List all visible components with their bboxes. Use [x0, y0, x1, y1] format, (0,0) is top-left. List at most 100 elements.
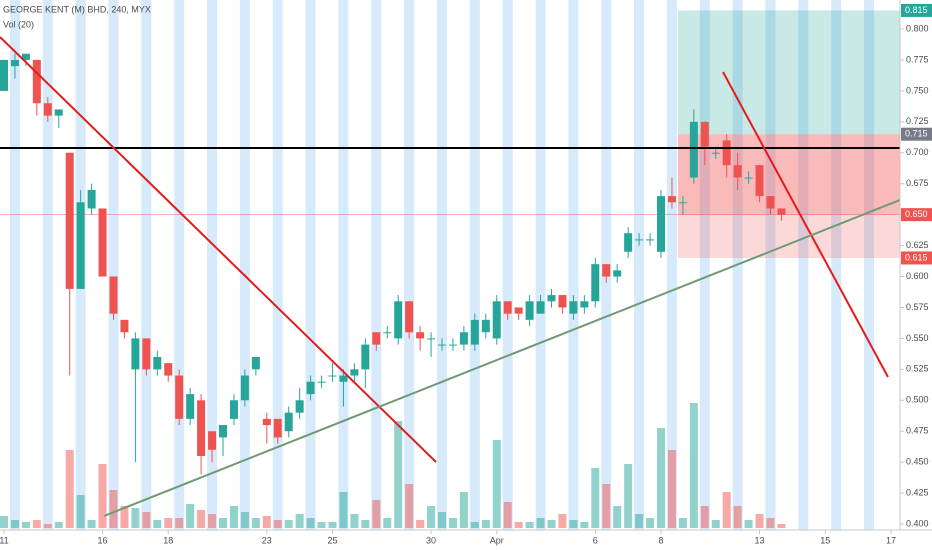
y-tick-label: 0.675	[906, 178, 929, 188]
candle-body	[219, 425, 227, 438]
y-tick-label: 0.500	[906, 395, 929, 405]
y-tick-label: 0.800	[906, 23, 929, 33]
candle-body	[295, 400, 304, 413]
x-tick-label: 18	[163, 535, 173, 545]
y-tick-label: 0.450	[906, 457, 929, 467]
candle-body	[514, 307, 523, 314]
trend-line	[0, 36, 437, 463]
session-band	[634, 0, 645, 530]
y-tick-label: 0.625	[906, 240, 929, 250]
candle-body	[65, 152, 74, 289]
x-tick-label: Apr	[490, 535, 504, 545]
volume-layer	[0, 403, 786, 528]
y-tick-label: 0.425	[906, 487, 929, 497]
volume-bar	[536, 518, 545, 528]
candle-body	[448, 344, 457, 346]
candle-body	[32, 59, 41, 104]
chart-title: GEORGE KENT (M) BHD, 240, MYX	[3, 4, 151, 14]
candle-body	[525, 301, 534, 320]
candle-body	[328, 375, 337, 377]
volume-bar	[350, 514, 359, 528]
candle-body	[580, 301, 589, 308]
candle-body	[186, 394, 195, 419]
session-band	[535, 0, 546, 530]
session-band	[831, 0, 842, 530]
volume-bar	[54, 522, 63, 528]
candle-body	[131, 338, 140, 370]
x-tick-label: 15	[820, 535, 830, 545]
volume-bar	[657, 428, 665, 528]
candle-body	[438, 344, 446, 346]
candle-body	[306, 381, 315, 395]
volume-bar	[558, 514, 567, 528]
candle-body	[109, 276, 118, 314]
price-label-box	[901, 3, 932, 17]
candle-body	[405, 301, 414, 333]
candle-body	[646, 239, 655, 241]
volume-bar	[120, 506, 129, 528]
volume-bar	[427, 506, 436, 528]
volume-bar	[678, 518, 687, 528]
indicator-label: Vol (20)	[3, 19, 34, 29]
session-band	[141, 0, 152, 530]
volume-bar	[372, 500, 381, 528]
session-band	[108, 0, 119, 530]
volume-bar	[142, 512, 151, 528]
volume-bar	[43, 524, 52, 528]
volume-bar	[339, 492, 348, 528]
candle-body	[602, 264, 611, 277]
candle-body	[624, 233, 633, 252]
y-tick-label: 0.750	[906, 85, 929, 95]
candle-body	[635, 239, 644, 241]
candle-body	[678, 202, 687, 204]
trend-line	[722, 71, 889, 378]
volume-bar	[755, 514, 764, 528]
candle-body	[0, 59, 8, 91]
candle-body	[459, 332, 468, 345]
candle-body	[262, 418, 271, 426]
price-label-box	[901, 127, 932, 141]
volume-bar	[273, 520, 282, 528]
x-tick-label: 17	[886, 535, 896, 545]
candle-body	[744, 177, 753, 179]
candle-body	[240, 375, 249, 401]
candle-body	[503, 301, 512, 314]
candle-body	[120, 319, 129, 333]
candle-body	[339, 375, 348, 382]
session-band	[371, 0, 382, 530]
session-band	[437, 0, 447, 530]
volume-bar	[438, 512, 446, 528]
y-tick-label: 0.700	[906, 147, 929, 157]
volume-bar	[547, 520, 556, 528]
price-label-box	[901, 208, 932, 222]
volume-bar	[76, 495, 85, 528]
x-tick-label: 16	[98, 535, 108, 545]
session-bands	[9, 0, 875, 530]
session-band	[338, 0, 349, 530]
volume-bar	[186, 504, 195, 528]
volume-bar	[470, 522, 479, 528]
y-tick-label: 0.725	[906, 116, 929, 126]
candle-body	[383, 332, 392, 334]
volume-bar	[65, 450, 74, 528]
volume-bar	[328, 522, 337, 528]
candle-body	[21, 53, 30, 60]
x-tick-label: 23	[262, 535, 272, 545]
candle-body	[361, 344, 370, 370]
candle-body	[87, 189, 96, 209]
volume-bar	[306, 518, 315, 528]
price-label: 0.650	[905, 209, 928, 219]
x-tick-label: 25	[327, 535, 337, 545]
volume-bar	[295, 514, 304, 528]
volume-bar	[317, 522, 326, 528]
volume-bar	[284, 520, 293, 528]
candle-body	[416, 332, 425, 339]
candle-body	[536, 301, 545, 314]
y-tick-label: 0.775	[906, 54, 929, 64]
session-band	[207, 0, 218, 530]
volume-bar	[492, 440, 501, 528]
session-band	[765, 0, 776, 530]
candle-body	[197, 400, 206, 456]
